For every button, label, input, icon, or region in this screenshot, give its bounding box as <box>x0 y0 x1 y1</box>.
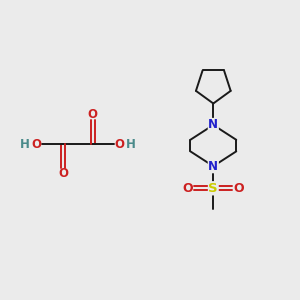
Text: O: O <box>234 182 244 195</box>
Text: S: S <box>208 182 218 195</box>
Text: H: H <box>126 138 136 151</box>
Text: N: N <box>208 160 218 173</box>
Text: H: H <box>20 138 30 151</box>
Text: N: N <box>208 118 218 131</box>
Text: O: O <box>88 108 98 121</box>
Text: O: O <box>32 138 42 151</box>
Text: O: O <box>114 138 124 151</box>
Text: O: O <box>182 182 193 195</box>
Text: O: O <box>58 167 68 180</box>
